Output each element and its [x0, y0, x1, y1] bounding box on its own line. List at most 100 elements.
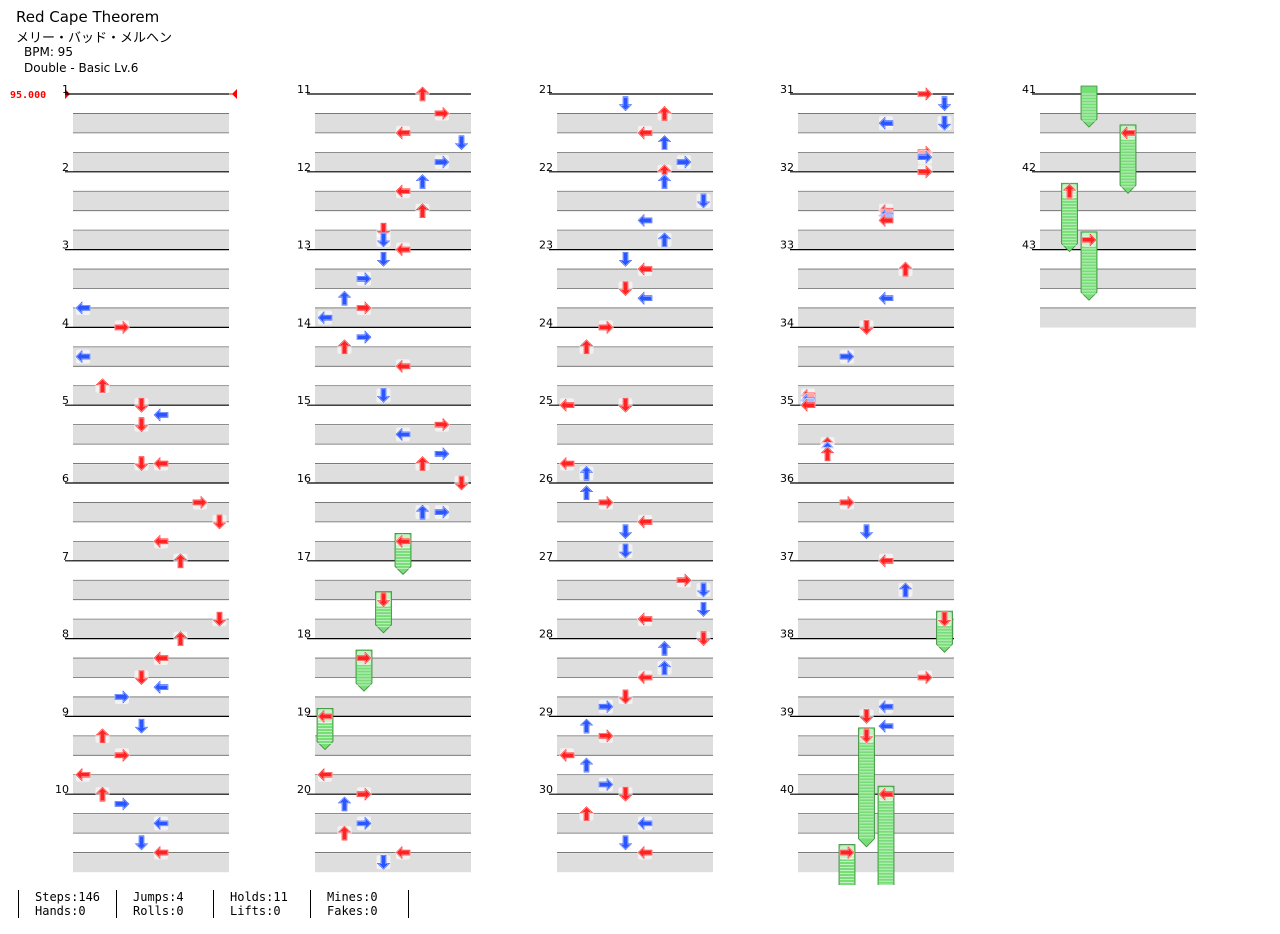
measure-number: 2 [62, 161, 69, 174]
measure: 14 [297, 316, 471, 406]
measure-number: 21 [539, 83, 553, 96]
measure-number: 39 [780, 705, 794, 718]
blue-arrow-note [376, 232, 391, 248]
blue-arrow-note [878, 290, 894, 306]
measure-number: 30 [539, 783, 553, 796]
lane-shade [557, 542, 713, 561]
lane-shade [798, 814, 954, 834]
blue-arrow-note [579, 484, 594, 501]
stats-cell: Mines:0 Fakes:0 [327, 890, 378, 918]
lane-shade [798, 153, 954, 172]
measure: 10 [55, 783, 229, 873]
red-arrow-note [676, 572, 692, 588]
step-chart: 95.000 123456789101112131415161718192021… [10, 83, 1196, 885]
measure: 33 [780, 239, 954, 328]
stat-value: Holds:11 [230, 890, 288, 904]
lane-shade [798, 697, 954, 717]
blue-arrow-note [434, 446, 450, 462]
red-arrow-note [192, 495, 208, 510]
measure-number: 13 [297, 239, 311, 252]
stat-value: Jumps:4 [133, 890, 184, 904]
red-arrow-note [356, 650, 372, 666]
measure: 6 [62, 472, 229, 561]
measure: 23 [539, 239, 713, 328]
blue-arrow-note [839, 349, 855, 365]
measure-number: 12 [297, 161, 311, 174]
red-arrow-note [559, 456, 575, 471]
measure: 20 [297, 783, 471, 873]
measure: 34 [780, 316, 954, 406]
red-arrow-note [618, 786, 633, 803]
bpm-label: BPM: 95 [24, 45, 73, 59]
red-arrow-note [598, 728, 614, 744]
lane-shade [73, 114, 229, 133]
lane-shade [557, 114, 713, 133]
measure-number: 7 [62, 550, 69, 563]
blue-arrow-note [696, 193, 711, 209]
measure-number: 10 [55, 783, 69, 796]
red-arrow-note [637, 670, 653, 685]
red-arrow-note [434, 106, 450, 121]
blue-arrow-note [637, 212, 653, 228]
blue-arrow-note [878, 718, 894, 734]
hold-note [877, 785, 895, 885]
lane-shade [798, 230, 954, 250]
blue-arrow-note [898, 582, 913, 598]
measure: 37 [780, 550, 954, 639]
lane-shade [73, 853, 229, 873]
red-arrow-note [395, 183, 411, 199]
red-arrow-note [917, 164, 933, 180]
lane-shade [73, 425, 229, 445]
lane-shade [798, 347, 954, 367]
blue-arrow-note [317, 310, 333, 326]
red-arrow-note [454, 475, 469, 491]
lane-shade [315, 853, 471, 873]
lane-shade [798, 619, 954, 639]
red-arrow-note [212, 611, 227, 627]
red-arrow-note [878, 786, 894, 802]
measure-number: 17 [297, 550, 311, 563]
measure: 9 [62, 705, 229, 795]
lane-shade [798, 191, 954, 211]
lane-shade [315, 542, 471, 561]
blue-arrow-note [434, 504, 450, 520]
difficulty-label: Double - Basic Lv.6 [24, 61, 139, 75]
red-arrow-note [95, 728, 110, 744]
lane-shade [798, 580, 954, 600]
measure-number: 22 [539, 161, 553, 174]
lane-shade [557, 386, 713, 406]
lane-shade [73, 542, 229, 561]
blue-arrow-note [878, 115, 894, 131]
measure: 21 [539, 83, 713, 172]
lane-shade [73, 153, 229, 172]
red-arrow-note [395, 242, 411, 258]
blue-arrow-note [134, 835, 149, 851]
lane-shade [73, 386, 229, 406]
red-arrow-note [579, 805, 594, 822]
measure: 11 [297, 83, 471, 172]
measure: 39 [780, 705, 954, 795]
measure-number: 1 [62, 83, 69, 96]
red-arrow-note [95, 786, 110, 802]
red-arrow-note [173, 552, 188, 569]
red-arrow-note [212, 514, 227, 530]
measure-number: 8 [62, 628, 69, 641]
red-arrow-note [859, 319, 874, 336]
lane-shade [798, 503, 954, 522]
measure-number: 28 [539, 628, 553, 641]
lane-shade [798, 269, 954, 289]
lane-shade [798, 542, 954, 561]
lane-shade [73, 230, 229, 250]
stats-separator [408, 890, 409, 918]
measure-number: 3 [62, 239, 69, 252]
measure-number: 43 [1022, 239, 1036, 252]
lane-shade [798, 853, 954, 873]
blue-arrow-note [657, 173, 672, 190]
measure-number: 34 [780, 316, 794, 329]
blue-arrow-note [579, 718, 594, 734]
red-arrow-note [696, 630, 711, 647]
lane-shade [798, 464, 954, 484]
blue-arrow-note [415, 504, 430, 520]
red-arrow-note [356, 786, 372, 802]
measure: 5 [62, 394, 229, 484]
